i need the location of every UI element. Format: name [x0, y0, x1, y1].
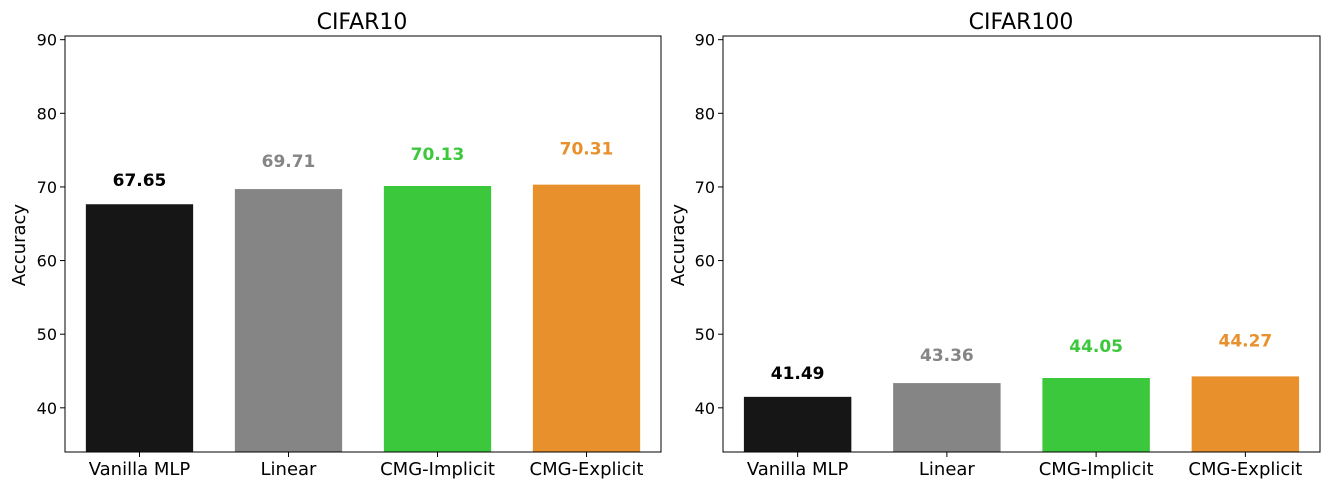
bar-1	[893, 383, 1001, 452]
bar-0	[85, 204, 194, 452]
y-tick-label-4: 80	[37, 104, 57, 123]
data-label-2: 70.13	[411, 145, 465, 165]
x-tick-label-2: CMG-Implicit	[1039, 459, 1154, 480]
x-tick-label-0: Vanilla MLP	[747, 459, 849, 480]
x-tick-label-3: CMG-Explicit	[1188, 459, 1302, 480]
data-label-1: 43.36	[920, 346, 974, 366]
bars-group	[743, 376, 1300, 452]
y-tick-label-2: 60	[695, 252, 715, 271]
y-tick-label-1: 50	[37, 325, 57, 344]
chart-title: CIFAR10	[317, 10, 408, 35]
y-tick-label-3: 70	[695, 178, 715, 197]
y-axis-title: Accuracy	[9, 204, 30, 287]
x-tick-label-1: Linear	[919, 459, 976, 480]
y-ticks-group: 40 50 60 70 80 90	[695, 31, 723, 418]
chart-cifar100: CIFAR100 Accuracy 41.49 43.36 44.05 44.27 4…	[668, 10, 1321, 480]
x-tick-label-1: Linear	[261, 459, 318, 480]
x-ticks-group: Vanilla MLP Linear CMG-Implicit CMG-Explici…	[89, 452, 644, 480]
plot-frame	[722, 35, 1321, 453]
bar-0	[743, 396, 852, 452]
bar-2	[1042, 378, 1150, 452]
x-tick-label-0: Vanilla MLP	[89, 459, 191, 480]
y-tick-label-2: 60	[37, 252, 57, 271]
data-label-3: 44.27	[1218, 331, 1272, 351]
x-tick-label-2: CMG-Implicit	[380, 459, 495, 480]
x-tick-label-3: CMG-Explicit	[530, 459, 644, 480]
y-axis-title: Accuracy	[668, 204, 689, 287]
data-label-3: 70.31	[560, 140, 614, 160]
chart-title: CIFAR100	[969, 10, 1074, 35]
y-tick-label-1: 50	[695, 325, 715, 344]
bar-2	[383, 185, 492, 452]
data-label-1: 69.71	[262, 152, 316, 172]
plot-frame	[64, 35, 662, 453]
bar-3	[532, 184, 641, 452]
y-tick-label-5: 90	[695, 31, 715, 50]
data-labels-group: 41.49 43.36 44.05 44.27	[771, 331, 1273, 383]
bars-group	[85, 184, 641, 452]
y-tick-label-0: 40	[37, 399, 57, 418]
data-label-0: 41.49	[771, 364, 825, 384]
y-tick-label-3: 70	[37, 178, 57, 197]
bar-1	[234, 189, 343, 452]
bar-3	[1191, 376, 1300, 452]
data-labels-group: 67.65 69.71 70.13 70.31	[113, 140, 614, 192]
y-tick-label-5: 90	[37, 31, 57, 50]
y-tick-label-0: 40	[695, 399, 715, 418]
chart-cifar10: CIFAR10 Accuracy 67.65 69.71 70.13 70.31 40…	[9, 10, 662, 480]
x-ticks-group: Vanilla MLP Linear CMG-Implicit CMG-Explici…	[747, 452, 1302, 480]
y-tick-label-4: 80	[695, 104, 715, 123]
data-label-2: 44.05	[1069, 337, 1123, 357]
y-ticks-group: 40 50 60 70 80 90	[37, 31, 65, 418]
data-label-0: 67.65	[113, 171, 167, 191]
